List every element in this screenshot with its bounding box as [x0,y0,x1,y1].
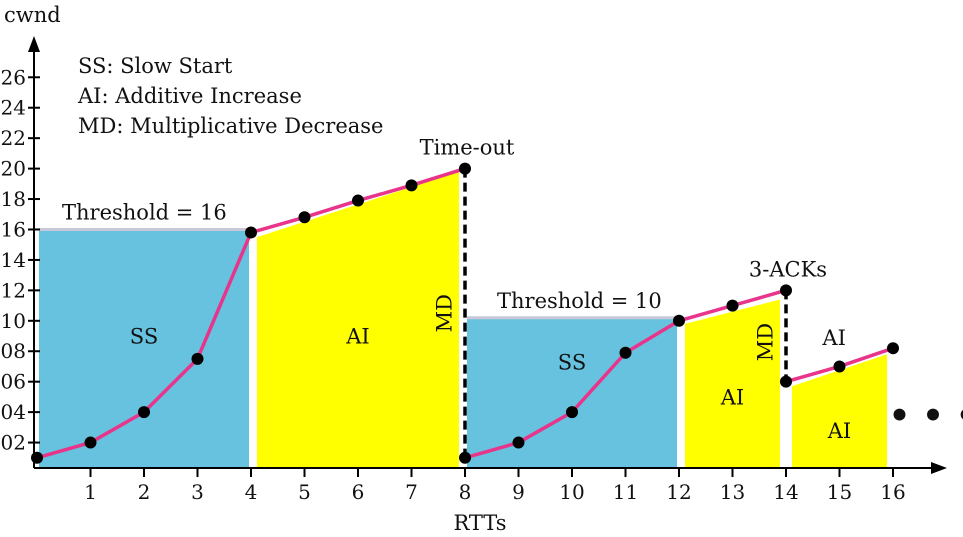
legend: SS: Slow Start AI: Additive Increase MD:… [77,54,383,138]
x-tick-label: 5 [298,480,311,504]
md-label: MD [433,294,457,332]
y-tick-label: 08 [1,339,26,363]
x-tick-label: 10 [559,480,584,504]
additive-increase-region [685,299,780,469]
y-axis-arrow-icon [28,36,40,52]
x-tick-label: 3 [191,480,204,504]
x-tick-label: 11 [613,480,638,504]
ss-label: SS [558,351,586,375]
y-tick-label: 20 [1,157,26,181]
x-tick-label: 15 [827,480,852,504]
legend-entry: AI: Additive Increase [77,84,302,108]
data-point [887,342,899,355]
data-point [780,284,792,297]
data-point [352,194,364,207]
event-label: 3-ACKs [749,257,827,281]
additive-increase-region [257,171,459,469]
data-point [459,451,471,464]
ai-label: AI [827,419,851,443]
data-point [84,436,97,449]
phase-regions [39,171,887,469]
data-point [459,162,471,175]
x-tick-label: 9 [512,480,525,504]
data-point [298,211,311,224]
data-point [566,406,578,419]
x-tick-label: 12 [666,480,691,504]
data-point [833,360,846,373]
threshold-label: Threshold = 16 [62,200,227,224]
x-tick-label: 13 [720,480,745,504]
ai-label: AI [720,386,744,410]
continuation-dots: • • • [889,396,963,436]
x-axis-arrow-icon [931,462,947,474]
threshold-label: Threshold = 10 [497,289,662,313]
md-label: MD [754,323,778,361]
ai-label: AI [345,325,369,349]
event-markers: Time-out 3-ACKs [420,136,827,458]
data-point [780,375,792,388]
data-point [191,352,204,365]
data-point [138,406,150,419]
x-tick-label: 4 [245,480,258,504]
x-tick-label: 14 [773,480,798,504]
data-point [726,299,739,312]
event-label: Time-out [420,136,515,160]
y-tick-label: 10 [1,309,26,333]
data-point [619,346,632,359]
x-tick-label: 1 [84,480,97,504]
y-tick-label: 12 [1,278,26,302]
y-tick-label: 14 [1,248,26,272]
region-labels: SS AI MD SS AI MD AI AI [130,294,851,443]
additive-increase-region [792,354,887,469]
y-tick-label: 06 [1,370,26,394]
y-tick-label: 18 [1,187,26,211]
x-axis-title: RTTs [453,511,506,535]
y-tick-label: 24 [1,96,26,120]
x-tick-label: 8 [459,480,472,504]
data-point [31,451,43,464]
data-point [405,179,418,192]
data-point [512,436,525,449]
data-point [673,314,685,327]
y-tick-label: 26 [1,65,26,89]
y-tick-label: 04 [1,400,26,424]
y-tick-label: 02 [1,431,26,455]
data-point [245,226,257,239]
ss-label: SS [130,325,158,349]
cwnd-series [31,162,899,464]
legend-entry: MD: Multiplicative Decrease [78,114,383,138]
x-tick-label: 16 [880,480,905,504]
y-tick-label: 16 [1,217,26,241]
axis-ticks: 1 2 3 4 5 6 7 8 9 10 11 12 13 14 15 1602040608101214161… [1,65,906,504]
legend-entry: SS: Slow Start [78,54,233,78]
axes [28,36,947,474]
x-tick-label: 7 [405,480,418,504]
y-axis-title: cwnd [4,3,61,27]
ai-label: AI [821,326,845,350]
threshold-lines: Threshold = 16 Threshold = 10 [39,200,679,320]
x-tick-label: 2 [138,480,151,504]
y-tick-label: 22 [1,126,26,150]
x-tick-label: 6 [352,480,365,504]
slow-start-region [39,229,249,469]
